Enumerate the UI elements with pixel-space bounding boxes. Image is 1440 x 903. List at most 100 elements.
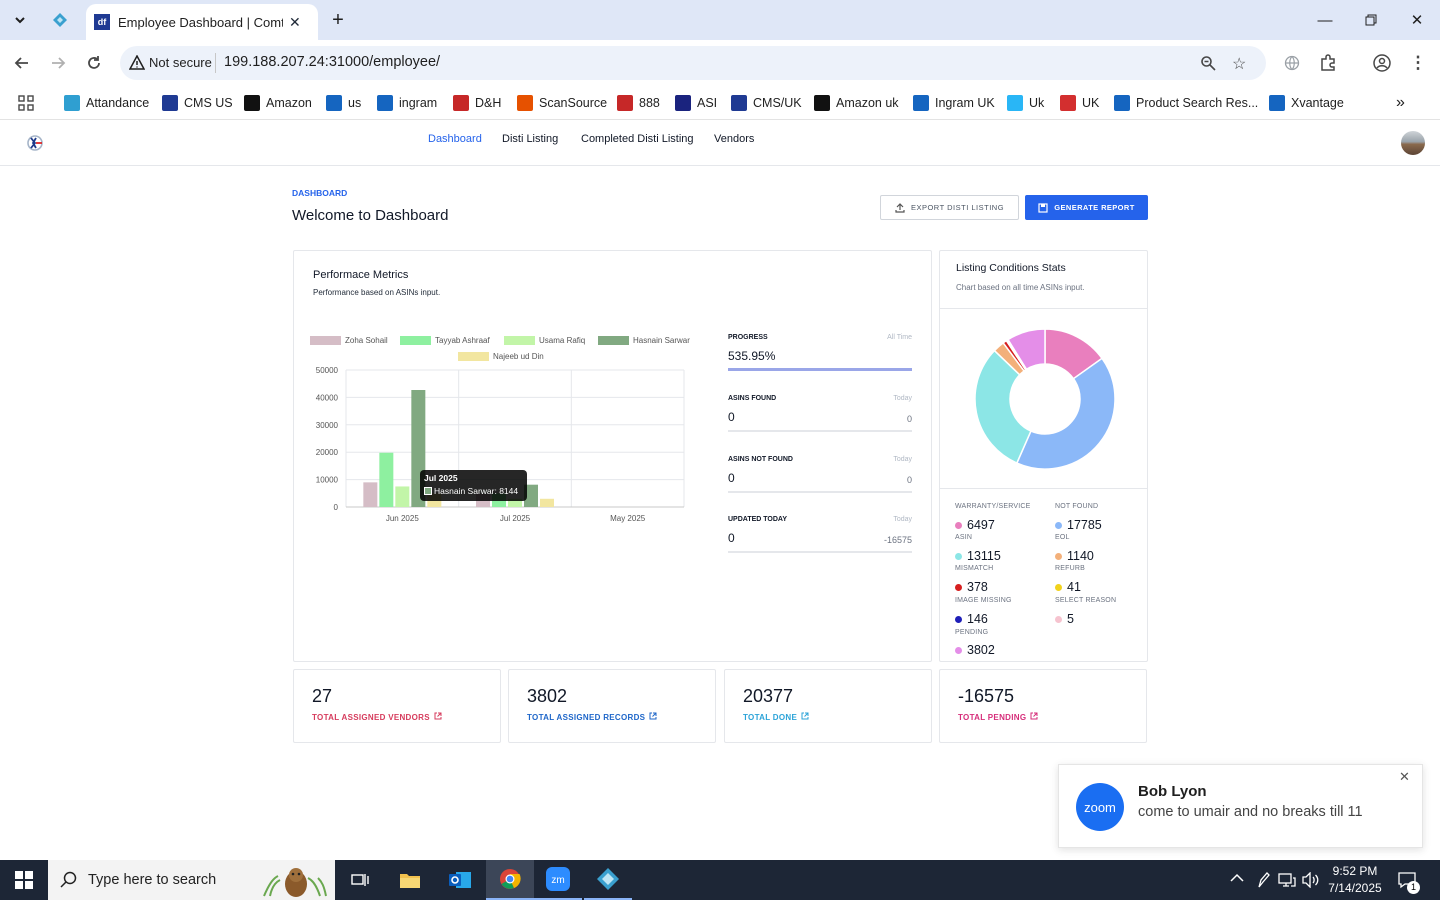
pinned-tab-diamond-icon[interactable] [46, 6, 74, 34]
condition-value[interactable]: 13115 [955, 549, 1001, 563]
bookmark-asi[interactable]: ASI [675, 93, 717, 113]
outlook-icon[interactable] [436, 860, 484, 900]
close-icon[interactable]: ✕ [1399, 769, 1410, 784]
restore-icon[interactable] [1348, 0, 1394, 40]
bookmark-cms-us[interactable]: CMS US [162, 93, 233, 113]
bookmark-cms-uk[interactable]: CMS/UK [731, 93, 802, 113]
apps-grid-icon[interactable] [18, 93, 34, 113]
bookmark-d-h[interactable]: D&H [453, 93, 501, 113]
clock-time[interactable]: 9:52 PM [1332, 864, 1378, 878]
bookmark-amazon[interactable]: Amazon [244, 93, 312, 113]
bookmark-888[interactable]: 888 [617, 93, 660, 113]
zoom-taskbar-icon[interactable]: zm [534, 860, 582, 900]
address-bar[interactable]: Not secure 199.188.207.24:31000/employee… [120, 46, 1266, 80]
back-icon[interactable] [10, 51, 34, 75]
bar-chart[interactable]: 0 10000 20000 30000 40000 50000 Jun 2025 Jul 20… [294, 356, 714, 536]
new-tab-button[interactable]: + [332, 8, 344, 31]
network-icon[interactable] [1278, 872, 1296, 893]
condition-value[interactable]: 6497 [955, 518, 995, 532]
active-tab[interactable]: df Employee Dashboard | Comtan ✕ [86, 4, 318, 40]
bookmark-label: 888 [639, 96, 660, 110]
diamond-app-icon[interactable] [584, 860, 632, 900]
condition-value[interactable]: 1140 [1055, 549, 1094, 563]
more-bookmarks-chevron-icon[interactable]: » [1396, 94, 1405, 111]
security-label[interactable]: Not secure [149, 55, 212, 70]
bar[interactable] [508, 498, 522, 507]
condition-value[interactable]: 3802 [955, 643, 995, 657]
notification-center-icon[interactable] [1398, 871, 1416, 894]
nav-disti-listing[interactable]: Disti Listing [502, 133, 559, 145]
menu-dots-icon[interactable]: ⋮ [1409, 53, 1427, 72]
bookmark-ingram-uk[interactable]: Ingram UK [913, 93, 995, 113]
listing-subtitle: Chart based on all time ASINs input. [956, 283, 1085, 292]
volume-icon[interactable] [1302, 871, 1320, 893]
summary-link[interactable]: TOTAL DONE [743, 712, 809, 722]
export-disti-listing-button[interactable]: EXPORT DISTI LISTING [880, 195, 1019, 220]
nav-vendors[interactable]: Vendors [714, 133, 755, 145]
search-placeholder: Type here to search [88, 872, 217, 888]
profile-icon[interactable] [1370, 51, 1394, 75]
extensions-icon[interactable] [1316, 51, 1340, 75]
condition-value[interactable]: 146 [955, 612, 988, 626]
bookmark-us[interactable]: us [326, 93, 361, 113]
bar[interactable] [363, 482, 378, 507]
legend-item[interactable]: Zoha Sohail [310, 336, 388, 345]
reload-icon[interactable] [82, 51, 106, 75]
bar[interactable] [379, 452, 394, 507]
condition-count: 3802 [967, 643, 995, 657]
close-tab-icon[interactable]: ✕ [289, 13, 301, 30]
generate-report-button[interactable]: GENERATE REPORT [1025, 195, 1148, 220]
donut-chart[interactable] [974, 328, 1116, 470]
taskbar-search-box[interactable]: Type here to search [48, 860, 335, 900]
file-explorer-icon[interactable] [386, 860, 434, 900]
bookmark-product-search-res[interactable]: Product Search Res... [1114, 93, 1258, 113]
nav-dashboard[interactable]: Dashboard [428, 133, 482, 145]
legend-item[interactable]: Tayyab Ashraaf [400, 336, 490, 345]
bookmark-amazon-uk[interactable]: Amazon uk [814, 93, 899, 113]
summary-link[interactable]: TOTAL ASSIGNED VENDORS [312, 712, 442, 722]
star-icon[interactable]: ☆ [1232, 56, 1247, 73]
bookmark-xvantage[interactable]: Xvantage [1269, 93, 1344, 113]
windows-start-icon[interactable] [0, 860, 48, 900]
translate-icon[interactable] [1280, 51, 1304, 75]
company-logo[interactable] [25, 134, 45, 157]
chrome-icon[interactable] [486, 860, 534, 900]
condition-value[interactable]: 17785 [1055, 518, 1102, 532]
nav-completed-disti-listing[interactable]: Completed Disti Listing [581, 133, 694, 145]
notification-count-badge: 1 [1407, 881, 1420, 894]
condition-value[interactable]: 5 [1055, 612, 1074, 626]
bookmark-uk[interactable]: UK [1060, 93, 1099, 113]
bookmark-uk[interactable]: Uk [1007, 93, 1044, 113]
condition-value[interactable]: 41 [1055, 580, 1081, 594]
minimize-icon[interactable]: — [1317, 11, 1333, 29]
legend-item[interactable]: Najeeb ud Din [458, 352, 544, 361]
bar[interactable] [540, 498, 554, 507]
zoom-icon[interactable] [1200, 55, 1216, 76]
avatar[interactable] [1401, 131, 1425, 155]
zoom-notification[interactable]: zoom Bob Lyon come to umair and no break… [1058, 764, 1423, 848]
legend-item[interactable]: Usama Rafiq [504, 336, 585, 345]
warning-icon[interactable] [128, 54, 146, 75]
clock-date[interactable]: 7/14/2025 [1328, 881, 1382, 895]
show-hidden-icons-chevron-icon[interactable] [1230, 872, 1244, 886]
task-view-icon[interactable] [336, 860, 384, 900]
summary-link[interactable]: TOTAL ASSIGNED RECORDS [527, 712, 657, 722]
bar[interactable] [395, 486, 410, 507]
tab-search-chevron-icon[interactable] [6, 6, 34, 34]
donut-slice[interactable] [974, 349, 1032, 465]
breadcrumb[interactable]: DASHBOARD [292, 188, 348, 198]
legend-item[interactable]: Hasnain Sarwar [598, 336, 690, 345]
close-window-icon[interactable]: ✕ [1410, 12, 1424, 29]
bookmark-scansource[interactable]: ScanSource [517, 93, 607, 113]
forward-icon[interactable] [46, 51, 70, 75]
pen-icon[interactable] [1255, 871, 1271, 894]
bookmark-ingram[interactable]: ingram [377, 93, 437, 113]
bar[interactable] [524, 484, 538, 507]
url-text[interactable]: 199.188.207.24:31000/employee/ [224, 54, 441, 70]
bookmark-attandance[interactable]: Attandance [64, 93, 149, 113]
condition-value[interactable]: 378 [955, 580, 988, 594]
donut-slice[interactable] [1015, 357, 1116, 470]
donut-slice[interactable] [1006, 328, 1046, 371]
stat-sub-value: -16575 [883, 535, 912, 545]
summary-link[interactable]: TOTAL PENDING [958, 712, 1038, 722]
